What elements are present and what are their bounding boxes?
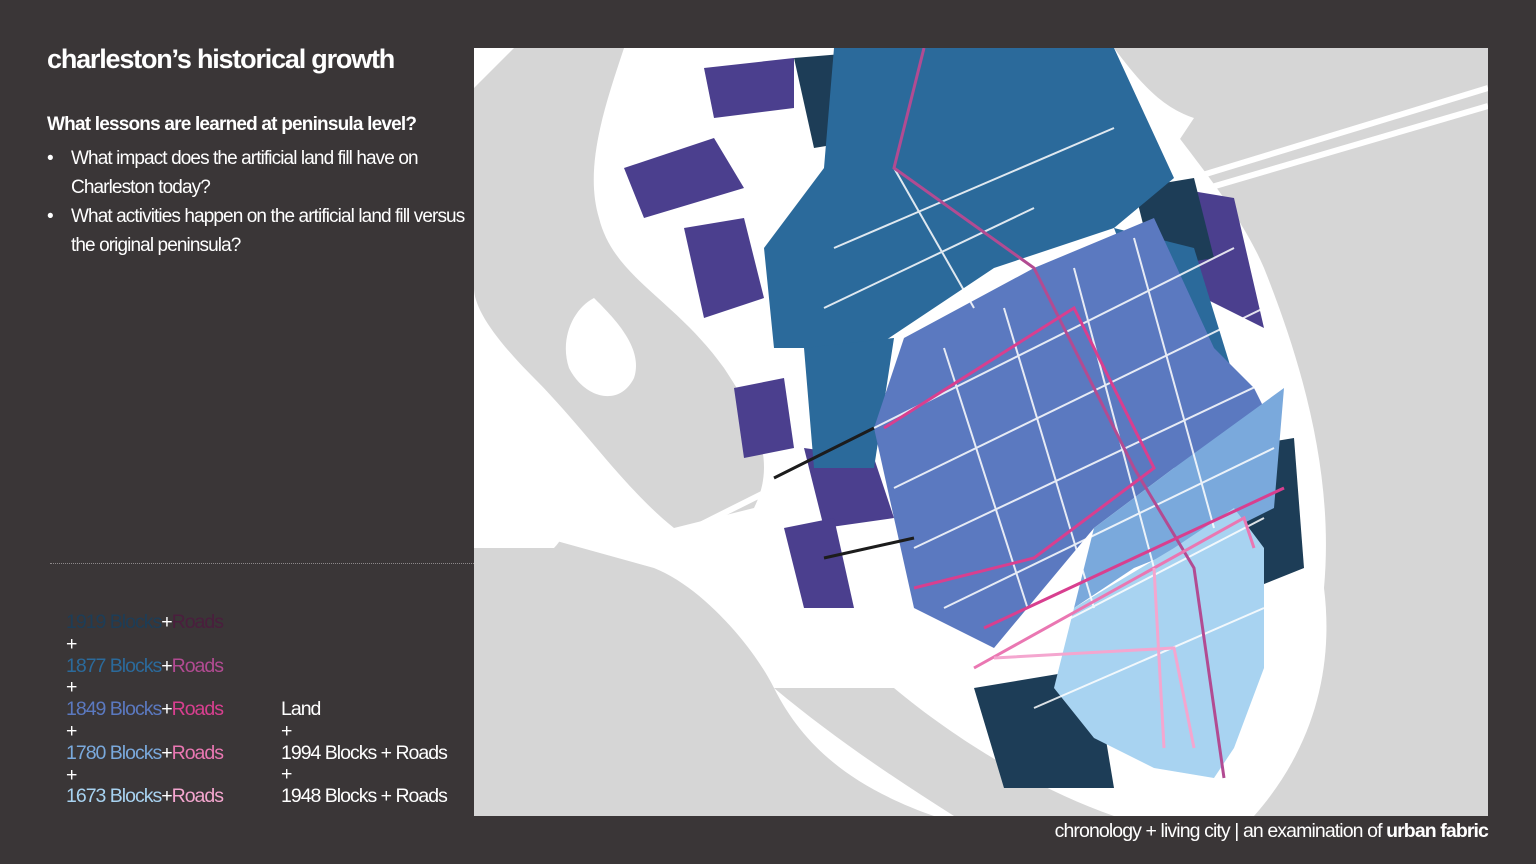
road-1673-b bbox=[1152, 567, 1166, 749]
legend-row-1919: 1919 Blocks+Roads bbox=[66, 611, 224, 634]
legend-land: Land + 1994 Blocks + Roads + 1948 Blocks… bbox=[281, 698, 448, 808]
bullet-item: • What impact does the artificial land f… bbox=[47, 145, 467, 202]
legend-plus: + bbox=[66, 763, 77, 786]
legend-row-1673: 1673 Blocks+Roads bbox=[66, 785, 224, 808]
street bbox=[943, 447, 1275, 609]
road-1919 bbox=[773, 426, 875, 480]
legend-roads-1780: Roads bbox=[171, 741, 224, 764]
street bbox=[943, 347, 1035, 629]
dotted-divider bbox=[50, 563, 474, 564]
legend-plus: + bbox=[66, 632, 77, 655]
street-grid bbox=[823, 127, 1275, 709]
road-1877 bbox=[892, 48, 1226, 779]
street bbox=[993, 517, 1265, 659]
street bbox=[823, 207, 1035, 309]
marsh-island bbox=[565, 298, 636, 397]
block bbox=[624, 138, 744, 218]
legend-1994: 1994 Blocks + Roads bbox=[281, 741, 448, 764]
ashley-river-upper bbox=[474, 48, 764, 528]
footer-prefix: chronology + living city | an examinatio… bbox=[1054, 820, 1387, 842]
legend-blocks-1849: 1849 Blocks bbox=[66, 698, 162, 721]
legend-blocks-1919: 1919 Blocks bbox=[66, 611, 162, 633]
block bbox=[734, 378, 794, 458]
road-1780 bbox=[973, 515, 1256, 670]
peninsula-map[interactable] bbox=[474, 48, 1488, 816]
bullet-text: What activities happen on the artificial… bbox=[71, 206, 465, 256]
footer-caption: chronology + living city | an examinatio… bbox=[1054, 820, 1489, 843]
street bbox=[893, 307, 1265, 489]
legend-row-1877: 1877 Blocks+Roads bbox=[66, 654, 224, 678]
street bbox=[913, 377, 1275, 549]
bullet-dot: • bbox=[47, 148, 54, 169]
street bbox=[1133, 237, 1215, 529]
road-1849 bbox=[883, 305, 1156, 590]
block bbox=[804, 338, 894, 468]
legend-plus: + bbox=[66, 719, 77, 742]
footer-bold: urban fabric bbox=[1386, 820, 1489, 842]
legend-plus: + bbox=[281, 763, 292, 786]
legend-chronology: 1919 Blocks+Roads + 1877 Blocks+Roads + … bbox=[66, 611, 224, 808]
bullet-list: • What impact does the artificial land f… bbox=[47, 145, 467, 261]
block bbox=[1074, 388, 1284, 608]
bullet-item: • What activities happen on the artifici… bbox=[47, 203, 467, 260]
bullet-dot: • bbox=[47, 206, 54, 227]
legend-plus: + bbox=[161, 654, 172, 677]
legend-roads-1849: Roads bbox=[171, 698, 224, 721]
legend-plus: + bbox=[161, 741, 172, 764]
road-1673 bbox=[993, 646, 1196, 749]
legend-plus: + bbox=[161, 698, 172, 721]
legend-plus: + bbox=[66, 676, 77, 699]
blocks-1780 bbox=[1074, 388, 1284, 608]
bullet-text: What impact does the artificial land fil… bbox=[71, 148, 419, 198]
block bbox=[704, 58, 794, 118]
block bbox=[764, 48, 1174, 348]
cooper-river bbox=[1114, 48, 1488, 816]
block bbox=[784, 518, 854, 608]
legend-row-1849: 1849 Blocks+Roads bbox=[66, 698, 224, 721]
legend-blocks-1673: 1673 Blocks bbox=[66, 785, 162, 808]
blocks-1849 bbox=[874, 218, 1274, 648]
legend-row-1780: 1780 Blocks+Roads bbox=[66, 741, 224, 765]
question-heading: What lessons are learned at peninsula le… bbox=[47, 114, 417, 135]
street bbox=[1003, 307, 1095, 609]
block bbox=[874, 218, 1274, 648]
legend-blocks-1780: 1780 Blocks bbox=[66, 741, 162, 764]
legend-roads-1877: Roads bbox=[171, 654, 224, 677]
legend-blocks-1877: 1877 Blocks bbox=[66, 654, 162, 677]
ashley-river-lower bbox=[474, 518, 934, 816]
legend-plus: + bbox=[161, 785, 172, 808]
legend-land-label: Land bbox=[281, 698, 321, 720]
street bbox=[1073, 267, 1155, 569]
map-graphic bbox=[474, 48, 1488, 816]
road-1849-b bbox=[983, 486, 1285, 630]
street bbox=[1033, 607, 1265, 709]
major-roads bbox=[773, 48, 1285, 779]
legend-1948: 1948 Blocks + Roads bbox=[281, 785, 448, 808]
road-1919-b bbox=[823, 536, 915, 560]
legend-roads-1673: Roads bbox=[171, 785, 224, 808]
street bbox=[833, 127, 1115, 249]
page-title: charleston’s historical growth bbox=[47, 44, 395, 74]
water bbox=[474, 48, 1488, 816]
block bbox=[684, 218, 764, 318]
legend-plus: + bbox=[161, 611, 172, 633]
legend-plus: + bbox=[281, 719, 292, 742]
street bbox=[893, 167, 975, 309]
legend-roads-1919: Roads bbox=[171, 611, 224, 633]
west-ashley-shore bbox=[474, 478, 565, 548]
